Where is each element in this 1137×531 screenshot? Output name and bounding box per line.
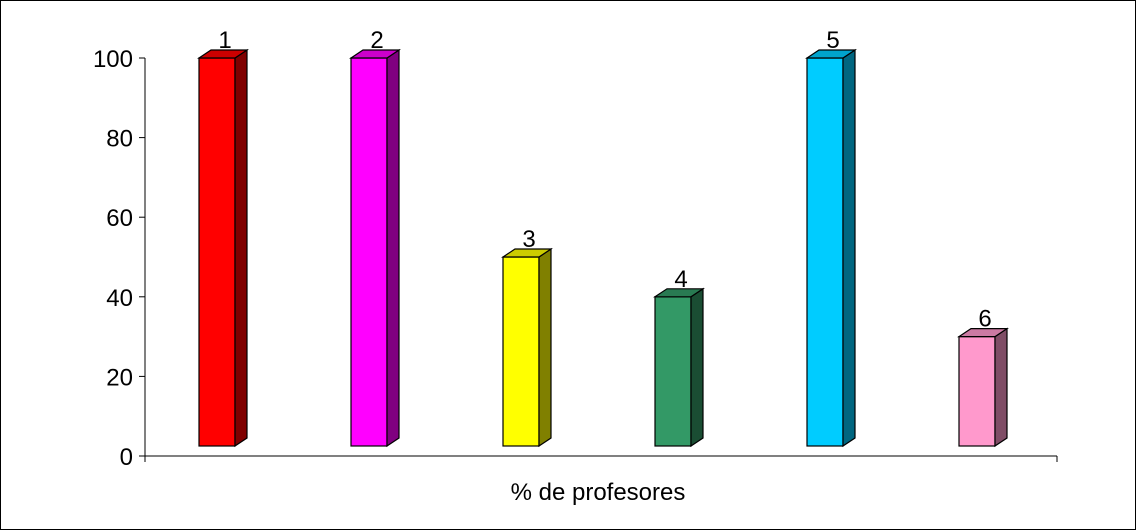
bar-top-face: [501, 248, 553, 258]
bar-top-face: [805, 49, 857, 59]
y-tick-label: 20: [106, 364, 133, 391]
bar-side-face: [538, 247, 552, 448]
y-tick-label: 0: [120, 444, 133, 471]
bar-1: [197, 48, 249, 448]
y-tick-label: 100: [93, 46, 133, 73]
bar-top-face: [197, 49, 249, 59]
data-label-5: 5: [826, 27, 839, 54]
bar-side-face: [994, 327, 1008, 448]
y-axis: 0 20 40 60 80 100: [93, 46, 146, 471]
bar-front-face: [198, 57, 236, 447]
data-label-6: 6: [978, 306, 991, 333]
bar-side-face: [386, 48, 400, 448]
bar-top-face: [957, 328, 1009, 338]
data-label-4: 4: [674, 266, 687, 293]
bar-6: [957, 327, 1009, 448]
y-tick-label: 80: [106, 126, 133, 153]
x-axis: [144, 455, 1058, 462]
bar-3: [501, 247, 553, 448]
y-tick-label: 60: [106, 205, 133, 232]
bar-2: [349, 48, 401, 448]
bars: [197, 48, 1009, 448]
x-axis-title: % de profesores: [511, 479, 686, 506]
bar-top-face: [653, 288, 705, 298]
y-tick-label: 40: [106, 285, 133, 312]
bar-side-face: [690, 287, 704, 448]
bar-side-face: [234, 48, 248, 448]
bar-5: [805, 48, 857, 448]
bar-4: [653, 287, 705, 448]
bar-front-face: [654, 296, 692, 447]
data-labels: 1 2 3 4 5 6: [218, 27, 991, 333]
bar-front-face: [350, 57, 388, 447]
data-label-1: 1: [218, 27, 231, 54]
bar-top-face: [349, 49, 401, 59]
data-label-3: 3: [522, 226, 535, 253]
bar-front-face: [502, 256, 540, 447]
data-label-2: 2: [370, 27, 383, 54]
bar-front-face: [806, 57, 844, 447]
bar-side-face: [842, 48, 856, 448]
bar-front-face: [958, 336, 996, 447]
